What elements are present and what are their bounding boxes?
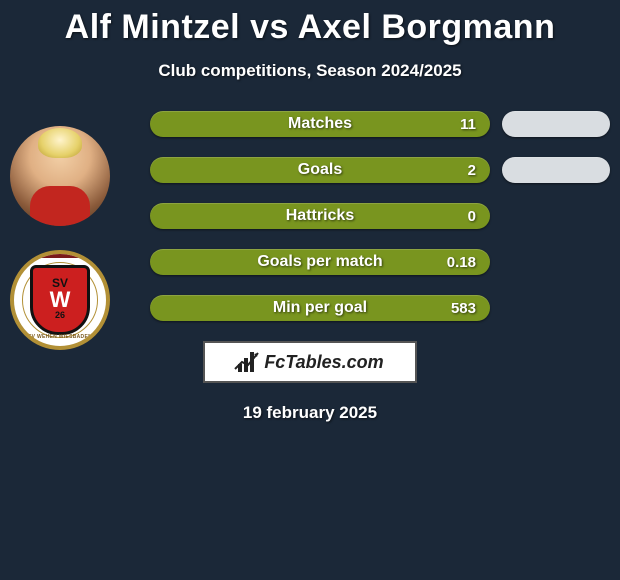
chart-icon [236,352,258,372]
stats-section: Matches 11 Goals 2 Hattricks 0 Goals per match… [0,111,620,321]
stat-value: 0.18 [447,254,476,271]
stat-row: Goals per match 0.18 [0,249,620,275]
brand-box[interactable]: FcTables.com [203,341,417,383]
stat-pill-player1: Min per goal 583 [150,295,490,321]
stat-value: 2 [468,162,476,179]
crest-ring-text: SV WEHEN WIESBADEN [28,334,92,340]
update-date: 19 february 2025 [0,403,620,423]
stat-label: Goals per match [257,253,382,271]
page-title: Alf Mintzel vs Axel Borgmann [0,0,620,47]
stat-pill-player1: Hattricks 0 [150,203,490,229]
stat-label: Matches [288,115,352,133]
stat-pill-player2 [502,111,610,137]
stat-row: Hattricks 0 [0,203,620,229]
stat-pill-player2 [502,157,610,183]
stat-pill-player1: Matches 11 [150,111,490,137]
brand-text: FcTables.com [264,352,383,373]
stat-row: Min per goal 583 [0,295,620,321]
page-subtitle: Club competitions, Season 2024/2025 [0,61,620,81]
stat-row: Goals 2 [0,157,620,183]
stat-label: Hattricks [286,207,354,225]
stat-row: Matches 11 [0,111,620,137]
stat-pill-player1: Goals 2 [150,157,490,183]
stat-label: Min per goal [273,299,367,317]
stat-value: 583 [451,300,476,317]
stat-value: 0 [468,208,476,225]
stat-value: 11 [460,116,476,133]
stat-label: Goals [298,161,342,179]
stat-pill-player1: Goals per match 0.18 [150,249,490,275]
